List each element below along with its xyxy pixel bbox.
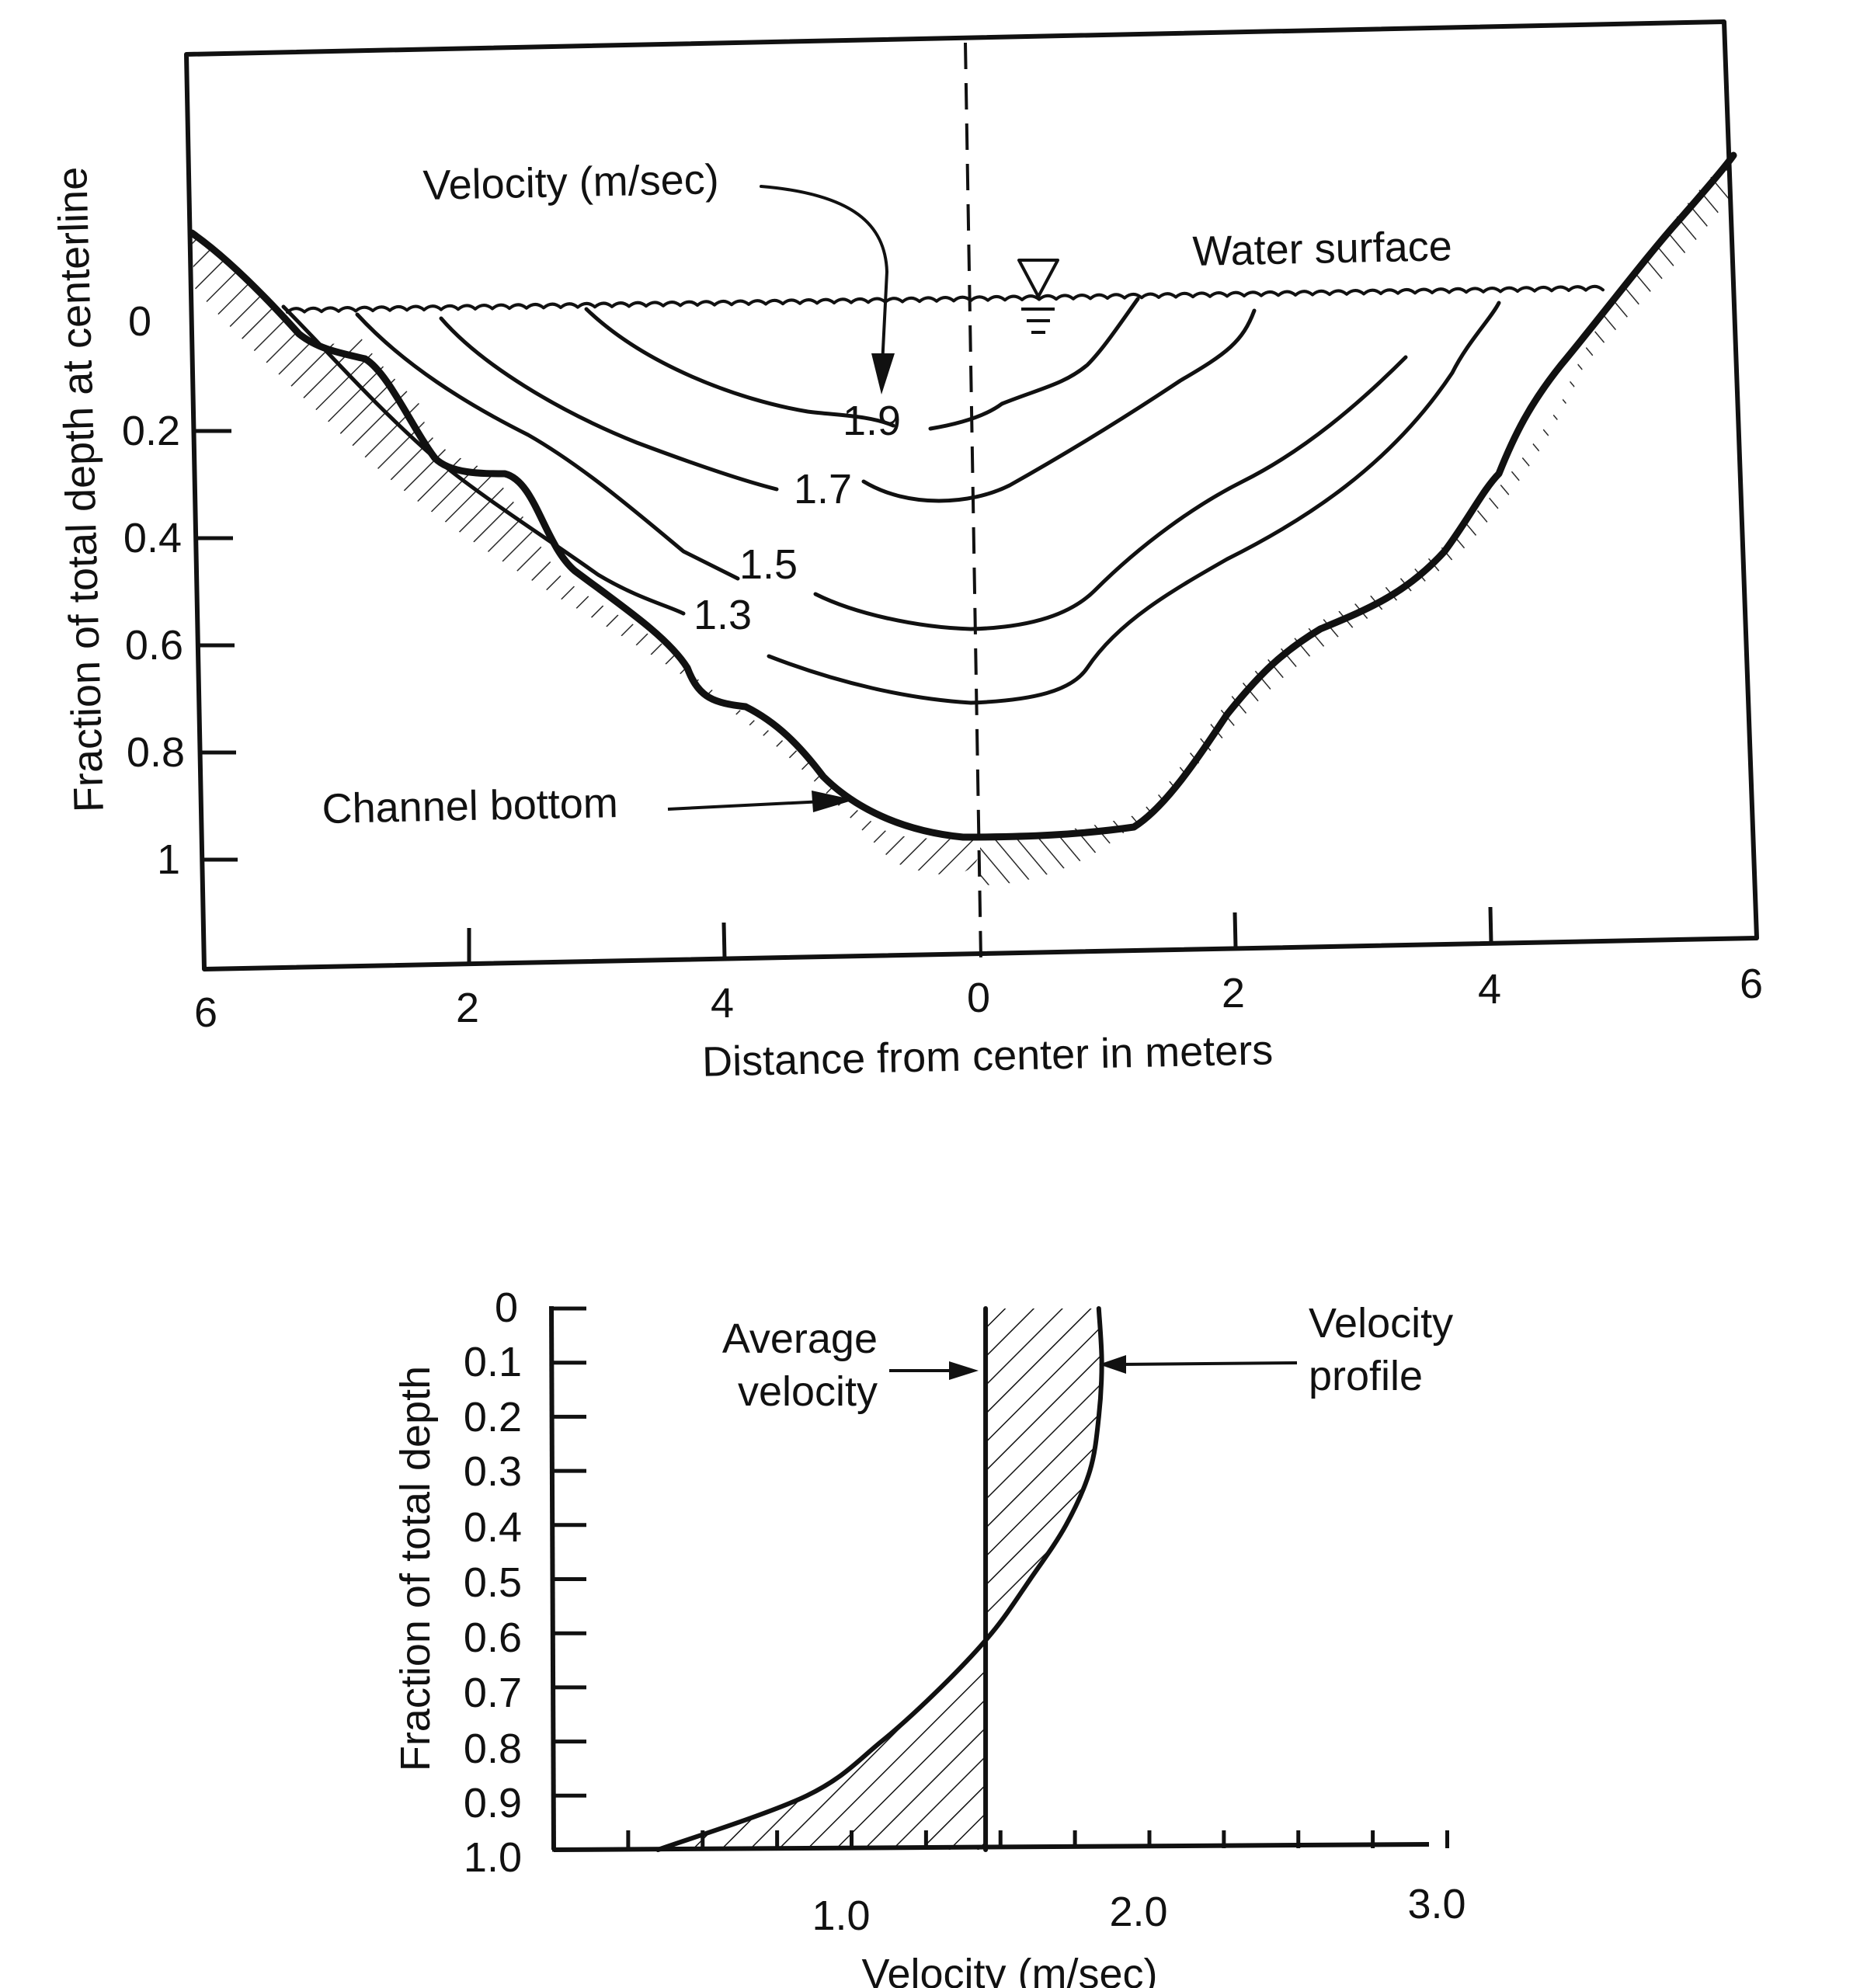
channel-bottom-label: Channel bottom bbox=[322, 780, 618, 832]
velocity-label: Velocity (m/sec) bbox=[422, 156, 719, 209]
isovel-label-1-7: 1.7 bbox=[794, 466, 852, 513]
cross-section-frame bbox=[184, 19, 1759, 971]
bottom-y-tick-3: 0.3 bbox=[464, 1448, 522, 1495]
top-y-axis-label: Fraction of total depth at centerline bbox=[49, 166, 113, 813]
velocity-profile-arrow bbox=[1118, 1361, 1298, 1366]
isovel-1-7 bbox=[439, 308, 1257, 503]
bottom-y-tick-9: 0.9 bbox=[464, 1780, 522, 1826]
top-x-axis-label: Distance from center in meters bbox=[701, 1027, 1273, 1085]
water-surface-label: Water surface bbox=[1192, 223, 1452, 275]
top-y-tick-4: 0.8 bbox=[127, 729, 185, 776]
isovel-1-5 bbox=[355, 312, 1408, 631]
water-surface-line bbox=[286, 284, 1605, 314]
bank-hatching-left bbox=[192, 233, 980, 875]
bottom-x-axis-label: Velocity (m/sec) bbox=[861, 1951, 1157, 1988]
top-y-tick-1: 0.2 bbox=[122, 408, 180, 454]
top-y-ticks bbox=[194, 429, 238, 862]
top-x-tick-right-4: 4 bbox=[1478, 966, 1501, 1013]
top-y-tick-3: 0.6 bbox=[125, 622, 183, 669]
velocity-arrow bbox=[760, 185, 888, 367]
bottom-y-axis-label: Fraction of total depth bbox=[392, 1366, 439, 1771]
bottom-y-tick-1: 0.1 bbox=[464, 1339, 522, 1385]
bottom-y-tick-7: 0.7 bbox=[464, 1670, 522, 1716]
bottom-y-ticks bbox=[552, 1306, 586, 1852]
bottom-y-tick-0: 0 bbox=[495, 1284, 518, 1331]
velocity-arrow-head bbox=[871, 353, 895, 394]
bottom-y-tick-6: 0.6 bbox=[464, 1614, 522, 1661]
velocity-profile-curve bbox=[655, 1306, 1104, 1852]
velocity-profile-arrow-head bbox=[1099, 1355, 1126, 1374]
isovel-1-3 bbox=[281, 301, 1501, 705]
top-x-ticks bbox=[467, 906, 1493, 963]
top-x-tick-left-6: 6 bbox=[194, 989, 217, 1036]
bottom-y-tick-2: 0.2 bbox=[464, 1394, 522, 1441]
top-y-tick-2: 0.4 bbox=[123, 515, 182, 561]
channel-bottom-arrow-head bbox=[812, 791, 854, 812]
bottom-x-tick-3: 3.0 bbox=[1407, 1881, 1465, 1927]
top-x-tick-right-0: 0 bbox=[967, 975, 990, 1021]
average-velocity-label-2: velocity bbox=[738, 1368, 878, 1415]
bottom-x-tick-2: 2.0 bbox=[1109, 1889, 1167, 1935]
bottom-y-tick-4: 0.4 bbox=[464, 1504, 522, 1551]
profile-excess-hatch bbox=[986, 1309, 1102, 1640]
bottom-x-axis bbox=[553, 1842, 1430, 1852]
average-velocity-label-1: Average bbox=[722, 1315, 878, 1362]
isovel-label-1-9: 1.9 bbox=[843, 398, 901, 444]
channel-bottom-arrow bbox=[667, 800, 824, 811]
water-surface-symbol bbox=[1017, 259, 1059, 334]
bottom-y-tick-8: 0.8 bbox=[464, 1726, 522, 1772]
top-y-tick-5: 1 bbox=[157, 836, 180, 883]
top-y-tick-0: 0 bbox=[128, 298, 151, 345]
velocity-profile-label-1: Velocity bbox=[1309, 1300, 1453, 1347]
top-x-tick-right-6: 6 bbox=[1740, 961, 1763, 1007]
bottom-x-tick-1: 1.0 bbox=[812, 1892, 870, 1939]
isovel-label-1-5: 1.5 bbox=[739, 541, 798, 588]
isovel-1-9 bbox=[584, 297, 1140, 431]
bottom-y-tick-5: 0.5 bbox=[464, 1559, 522, 1606]
profile-deficit-hatch bbox=[658, 1639, 986, 1850]
top-x-tick-left-4: 4 bbox=[711, 980, 734, 1027]
velocity-profile-panel: 0 0.1 0.2 0.3 0.4 0.5 0.6 0.7 0.8 0.9 1.… bbox=[392, 1284, 1466, 1988]
cross-section-panel: 0 0.2 0.4 0.6 0.8 1 6 2 4 0 2 4 6 Distan… bbox=[49, 19, 1763, 1086]
top-x-tick-left-2: 2 bbox=[456, 985, 479, 1031]
bottom-y-tick-10: 1.0 bbox=[464, 1834, 522, 1881]
average-velocity-arrow-head bbox=[949, 1361, 979, 1380]
centerline bbox=[964, 42, 982, 960]
velocity-profile-label-2: profile bbox=[1309, 1353, 1423, 1399]
isovel-label-1-3: 1.3 bbox=[694, 592, 752, 638]
top-x-tick-right-2: 2 bbox=[1222, 970, 1245, 1017]
